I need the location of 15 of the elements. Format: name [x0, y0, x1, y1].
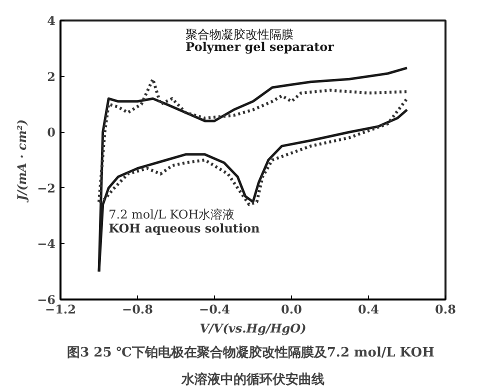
y-tick-label: −2 [37, 181, 56, 196]
text: 聚合物凝胶改性隔膜 Polymer gel separator [186, 27, 335, 54]
y-tick-label: 2 [47, 70, 56, 84]
y-axis-title: J/(mA · cm²) [15, 119, 30, 203]
x-tick-label: −0.4 [199, 302, 230, 316]
caption: 图3 25 ℃下铂电极在聚合物凝胶改性隔膜及7.2 mol/L KOH 水溶液中的循环伏安曲线 [67, 344, 434, 388]
x-axis-title: V/V(vs.Hg/HgO) [200, 322, 306, 336]
x-tick-label: 0.0 [281, 302, 302, 316]
y-tick-label: 4 [47, 14, 56, 28]
y-tick-label: −4 [37, 237, 56, 252]
series-label: 7.2 mol/L KOH水溶液 KOH aqueous solution [108, 207, 260, 236]
y-tick-label: 0 [47, 126, 56, 140]
x-tick-label: −0.8 [122, 302, 153, 316]
x-tick-label: 0.8 [435, 302, 456, 316]
x-tick-label: 0.4 [358, 302, 379, 316]
